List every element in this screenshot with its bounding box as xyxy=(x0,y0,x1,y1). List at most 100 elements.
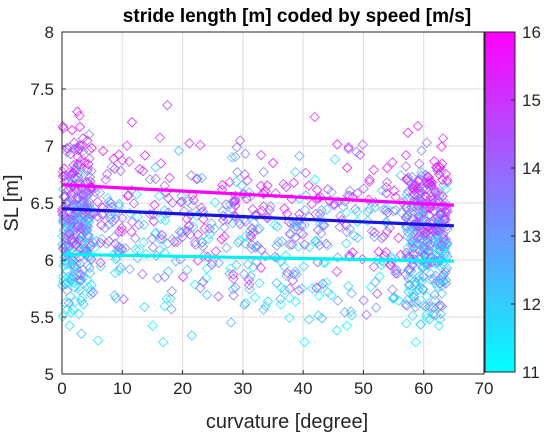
data-point xyxy=(113,247,125,258)
data-point xyxy=(418,210,429,221)
data-point xyxy=(382,207,393,218)
data-point xyxy=(416,170,427,182)
data-point xyxy=(65,291,76,302)
data-point xyxy=(436,141,447,152)
data-point xyxy=(67,304,79,315)
data-point xyxy=(73,213,84,225)
data-point xyxy=(213,291,224,302)
data-point xyxy=(244,187,255,198)
data-point xyxy=(381,177,393,188)
y-axis-label: SL [m] xyxy=(1,174,23,231)
data-point xyxy=(84,171,96,183)
data-point xyxy=(299,336,310,348)
data-point xyxy=(279,203,290,214)
data-point xyxy=(138,219,150,231)
y-tick-label: 5.5 xyxy=(30,308,54,327)
data-point xyxy=(251,210,262,221)
data-point xyxy=(133,219,145,231)
data-point xyxy=(400,161,412,172)
data-point xyxy=(196,172,208,184)
data-point xyxy=(348,230,360,241)
x-tick-label: 20 xyxy=(173,379,192,398)
data-point xyxy=(73,167,84,179)
data-point xyxy=(86,165,97,177)
data-point xyxy=(425,223,437,235)
data-point xyxy=(166,286,178,297)
data-point xyxy=(432,186,444,197)
data-point xyxy=(74,121,86,133)
data-point xyxy=(198,250,210,261)
data-point xyxy=(326,186,337,198)
data-point xyxy=(126,216,138,228)
data-point xyxy=(116,222,127,234)
data-point xyxy=(343,280,354,292)
data-point xyxy=(290,166,301,178)
data-point xyxy=(64,142,75,153)
data-point xyxy=(416,145,427,156)
data-point xyxy=(155,213,167,225)
data-point xyxy=(137,165,149,177)
data-point xyxy=(92,196,103,208)
data-point xyxy=(184,220,195,231)
data-point xyxy=(275,293,286,305)
data-point xyxy=(83,230,95,241)
grid xyxy=(61,31,485,375)
data-point xyxy=(352,188,363,199)
data-point xyxy=(423,178,434,189)
data-point xyxy=(258,166,269,178)
data-point xyxy=(92,211,103,222)
data-point xyxy=(432,281,443,292)
data-point xyxy=(104,210,116,221)
data-point xyxy=(424,313,436,325)
x-tick-label: 10 xyxy=(113,379,132,398)
data-point xyxy=(358,183,369,194)
data-point xyxy=(332,252,344,263)
data-point xyxy=(436,280,447,291)
data-point xyxy=(61,276,73,288)
data-point xyxy=(380,205,392,216)
data-point xyxy=(316,204,327,216)
data-point xyxy=(82,215,94,227)
data-point xyxy=(368,164,379,176)
data-point xyxy=(248,262,259,273)
data-point xyxy=(413,158,425,169)
data-point xyxy=(415,227,426,239)
data-point xyxy=(415,234,426,246)
data-point xyxy=(86,254,97,265)
data-point xyxy=(260,300,271,312)
data-point xyxy=(417,246,429,258)
data-point xyxy=(436,288,448,299)
data-point xyxy=(339,306,350,318)
data-point xyxy=(421,137,432,148)
data-point xyxy=(217,179,228,191)
data-point xyxy=(284,228,296,239)
data-point xyxy=(402,127,414,139)
data-point xyxy=(344,223,355,234)
data-point xyxy=(299,239,310,250)
data-point xyxy=(77,264,89,276)
data-point xyxy=(63,184,74,196)
data-point xyxy=(69,282,80,293)
data-point xyxy=(80,191,92,203)
x-tick-label: 50 xyxy=(354,379,373,398)
data-point xyxy=(88,287,99,298)
data-point xyxy=(141,248,152,260)
data-point xyxy=(286,239,298,251)
data-point xyxy=(156,229,167,241)
data-point xyxy=(153,190,165,202)
data-point xyxy=(97,202,108,213)
data-point xyxy=(108,249,119,260)
data-point xyxy=(427,309,439,320)
data-point xyxy=(317,278,329,289)
data-point xyxy=(184,138,195,149)
data-point xyxy=(304,241,315,253)
data-point xyxy=(401,300,412,311)
data-point xyxy=(121,140,133,151)
data-point xyxy=(161,293,173,304)
data-point xyxy=(429,289,440,300)
data-point xyxy=(364,203,375,215)
data-point xyxy=(109,163,120,174)
data-point xyxy=(118,294,129,305)
data-point xyxy=(285,218,297,230)
data-point xyxy=(288,177,300,188)
